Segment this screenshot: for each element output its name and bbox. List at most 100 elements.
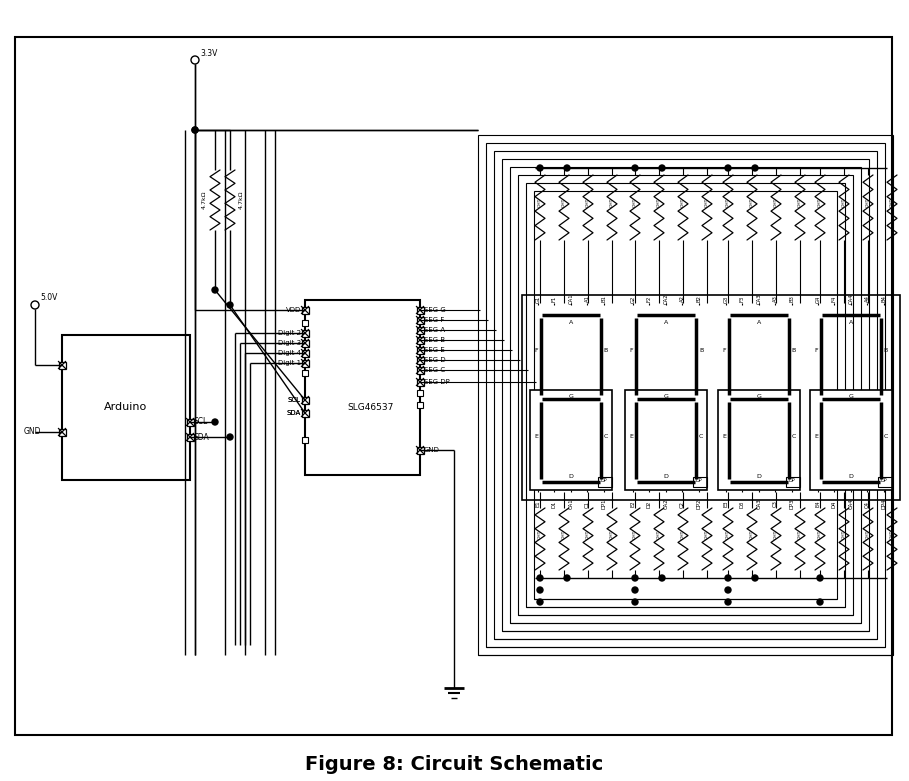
- Text: Digit 4: Digit 4: [278, 350, 301, 356]
- Bar: [416, 306, 424, 313]
- Text: OHT: OHT: [562, 530, 566, 539]
- Circle shape: [659, 165, 665, 171]
- Text: G1: G1: [535, 295, 541, 303]
- Text: CA3: CA3: [756, 499, 762, 509]
- Bar: [302, 409, 308, 416]
- Text: C2: C2: [680, 501, 684, 508]
- Text: Digit 3: Digit 3: [278, 340, 301, 346]
- Text: C3: C3: [773, 501, 777, 508]
- Text: B: B: [884, 348, 888, 352]
- Text: A3: A3: [773, 295, 777, 302]
- Circle shape: [632, 165, 638, 171]
- Text: OHT: OHT: [890, 530, 894, 539]
- Text: G: G: [568, 394, 574, 400]
- Text: OHT: OHT: [842, 198, 846, 207]
- Bar: [416, 366, 424, 373]
- Text: SCL: SCL: [288, 397, 301, 403]
- Text: OHT: OHT: [538, 198, 542, 207]
- Text: G: G: [849, 394, 854, 400]
- Text: SCL: SCL: [288, 397, 301, 403]
- Text: DP: DP: [695, 477, 703, 483]
- Text: DP: DP: [881, 477, 887, 483]
- Bar: [494, 151, 877, 639]
- Bar: [534, 191, 837, 599]
- Text: B2: B2: [696, 295, 702, 302]
- Text: CA2: CA2: [664, 294, 668, 305]
- Bar: [416, 337, 424, 344]
- Text: E3: E3: [724, 501, 728, 507]
- Circle shape: [537, 165, 543, 171]
- Text: F4: F4: [832, 296, 836, 302]
- Bar: [625, 390, 707, 490]
- Bar: [416, 447, 424, 454]
- Text: B4: B4: [882, 295, 886, 302]
- Text: SDA: SDA: [286, 410, 301, 416]
- Text: C1: C1: [584, 501, 590, 508]
- Text: OHT: OHT: [818, 530, 822, 539]
- Text: E1: E1: [535, 501, 541, 508]
- Text: OHT: OHT: [610, 198, 614, 207]
- Text: SEG DP: SEG DP: [424, 379, 450, 385]
- Text: F: F: [814, 348, 818, 352]
- Text: G3: G3: [724, 295, 728, 302]
- Bar: [302, 370, 308, 376]
- Text: F: F: [629, 348, 633, 352]
- Text: SEG F: SEG F: [424, 317, 445, 323]
- Text: SEG C: SEG C: [424, 367, 445, 373]
- Text: SDA: SDA: [286, 410, 301, 416]
- Bar: [510, 167, 861, 623]
- Bar: [58, 362, 65, 369]
- Bar: [186, 419, 194, 426]
- Circle shape: [537, 587, 543, 593]
- Bar: [718, 390, 800, 490]
- Text: D: D: [756, 475, 762, 480]
- Circle shape: [725, 587, 731, 593]
- Text: C: C: [699, 434, 704, 440]
- Text: Digit 2: Digit 2: [278, 330, 301, 336]
- Circle shape: [537, 599, 543, 605]
- Bar: [810, 390, 892, 490]
- Text: OHT: OHT: [798, 530, 802, 539]
- Text: 4.7kΩ: 4.7kΩ: [202, 191, 206, 209]
- Bar: [416, 356, 424, 363]
- Text: OHT: OHT: [562, 198, 566, 207]
- Text: C4: C4: [864, 501, 870, 508]
- Text: SEG G: SEG G: [424, 307, 445, 313]
- Text: A: A: [849, 319, 854, 324]
- Circle shape: [659, 575, 665, 581]
- Text: OHT: OHT: [538, 530, 542, 539]
- Text: OHT: OHT: [633, 530, 637, 539]
- Text: OHT: OHT: [681, 198, 685, 207]
- Text: OHT: OHT: [726, 530, 730, 539]
- Bar: [598, 477, 612, 487]
- Circle shape: [752, 165, 758, 171]
- Text: D: D: [568, 475, 574, 480]
- Bar: [417, 402, 423, 408]
- Text: F1: F1: [552, 296, 556, 302]
- Bar: [416, 326, 424, 333]
- Text: OHT: OHT: [798, 198, 802, 207]
- Text: DP3: DP3: [790, 499, 794, 509]
- Text: DP4: DP4: [882, 499, 886, 509]
- Circle shape: [212, 419, 218, 425]
- Text: G: G: [664, 394, 668, 400]
- Bar: [186, 433, 194, 440]
- Text: G: G: [756, 394, 762, 400]
- Text: OHT: OHT: [866, 530, 870, 539]
- Text: B1: B1: [602, 295, 606, 302]
- Bar: [478, 135, 893, 655]
- Bar: [526, 183, 845, 607]
- Text: E: E: [629, 434, 633, 440]
- Text: OHT: OHT: [681, 530, 685, 539]
- Text: F: F: [534, 348, 538, 352]
- Text: D4: D4: [832, 501, 836, 508]
- Circle shape: [192, 127, 198, 133]
- Text: OHT: OHT: [586, 530, 590, 539]
- Text: VDD: VDD: [285, 307, 301, 313]
- Circle shape: [725, 575, 731, 581]
- Text: B: B: [699, 348, 704, 352]
- Circle shape: [564, 165, 570, 171]
- Bar: [302, 306, 308, 313]
- Text: DP: DP: [789, 477, 795, 483]
- Text: GND: GND: [424, 447, 440, 453]
